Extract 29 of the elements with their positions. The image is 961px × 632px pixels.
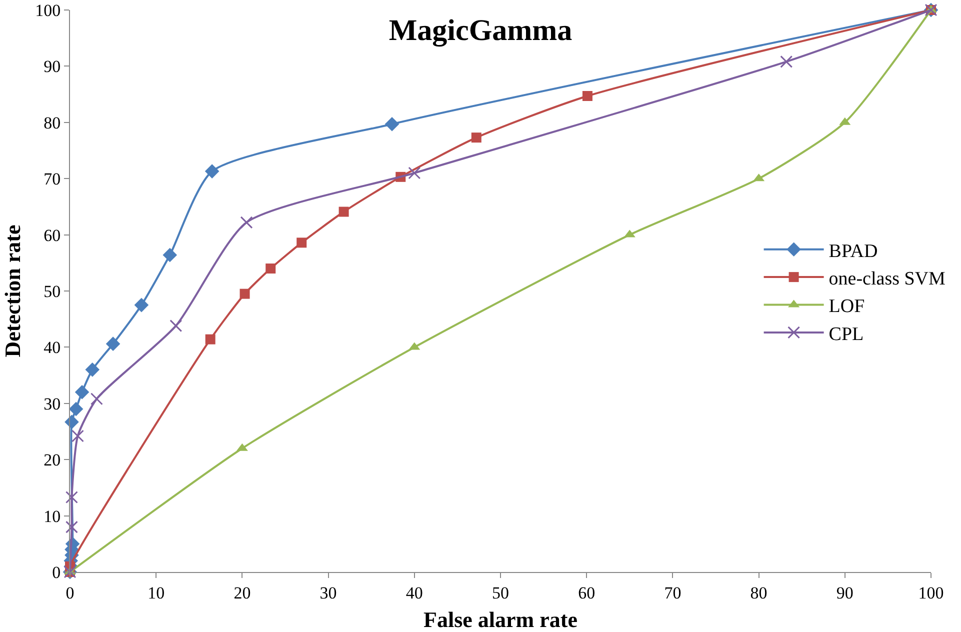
x-tick-label: 10: [148, 583, 165, 602]
y-tick-label: 10: [44, 506, 61, 526]
x-tick-label: 80: [750, 583, 768, 602]
x-tick-label: 100: [918, 583, 944, 602]
x-tick-label: 30: [320, 583, 337, 602]
x-axis-title: False alarm rate: [424, 607, 578, 632]
chart-title: MagicGamma: [388, 14, 572, 47]
x-tick-label: 0: [66, 583, 74, 602]
legend-label: CPL: [828, 324, 864, 345]
y-tick-label: 20: [44, 450, 61, 470]
legend-label: BPAD: [828, 240, 878, 262]
x-tick-label: 60: [578, 583, 596, 602]
x-tick-label: 40: [406, 583, 423, 602]
x-tick-label: 90: [836, 583, 854, 602]
y-tick-label: 40: [44, 338, 61, 358]
y-tick-label: 0: [52, 562, 61, 582]
y-tick-label: 50: [44, 282, 61, 301]
y-axis-title: Detection rate: [0, 224, 25, 358]
x-tick-label: 50: [492, 583, 509, 602]
legend-label: one-class SVM: [828, 268, 946, 290]
y-tick-label: 90: [44, 57, 61, 76]
y-tick-label: 70: [44, 170, 61, 189]
y-tick-label: 30: [44, 394, 61, 414]
y-tick-label: 60: [44, 226, 61, 245]
y-tick-label: 100: [35, 0, 61, 20]
x-tick-label: 70: [664, 583, 682, 602]
y-tick-label: 80: [44, 113, 61, 132]
legend-label: LOF: [828, 296, 865, 318]
x-tick-label: 20: [234, 583, 251, 602]
